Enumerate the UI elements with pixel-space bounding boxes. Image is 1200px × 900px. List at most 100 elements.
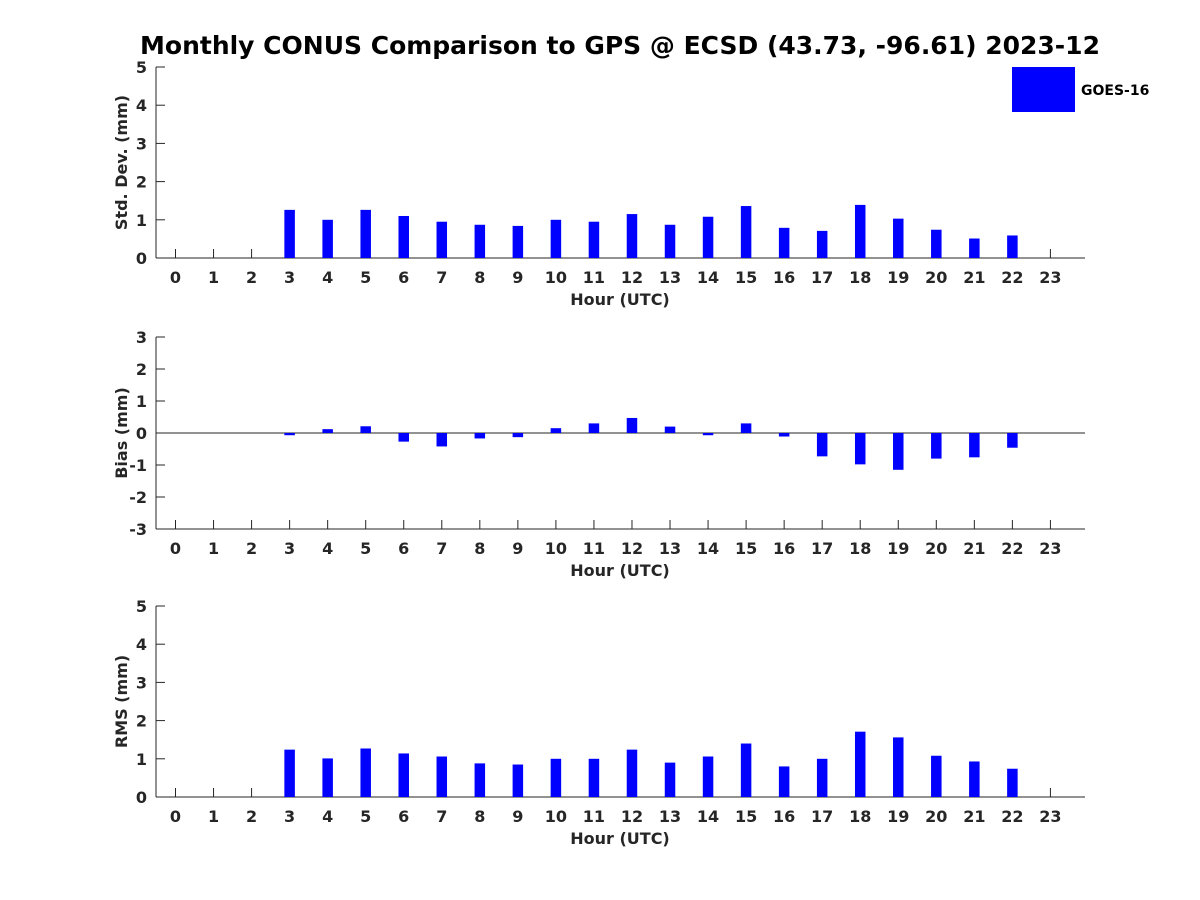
x-tick-label: 9 xyxy=(512,268,523,287)
bar-hour-17 xyxy=(816,230,828,258)
y-axis-label: RMS (mm) xyxy=(112,655,131,748)
x-tick-label: 22 xyxy=(1001,807,1023,826)
bar-hour-22 xyxy=(1007,768,1018,797)
bar-hour-18 xyxy=(854,731,866,797)
x-tick-label: 14 xyxy=(697,807,719,826)
legend-label: GOES-16 xyxy=(1081,83,1149,99)
bar-hour-14 xyxy=(702,756,714,797)
x-tick-label: 14 xyxy=(697,268,719,287)
bar-hour-10 xyxy=(550,219,562,258)
x-tick-label: 4 xyxy=(322,807,333,826)
x-tick-label: 20 xyxy=(925,807,947,826)
x-tick-label: 17 xyxy=(811,807,833,826)
bar-hour-5 xyxy=(360,748,371,797)
bar-hour-4 xyxy=(322,219,333,258)
x-tick-label: 23 xyxy=(1039,539,1061,558)
x-tick-label: 8 xyxy=(474,807,485,826)
bar-hour-7 xyxy=(436,756,448,797)
y-tick-label: 1 xyxy=(136,392,147,411)
y-axis-label: Bias (mm) xyxy=(112,387,131,479)
bar-hour-6 xyxy=(398,753,409,797)
x-tick-label: 22 xyxy=(1001,539,1023,558)
x-tick-label: 0 xyxy=(170,268,181,287)
bar-hour-16 xyxy=(778,433,790,437)
y-axis-label: Std. Dev. (mm) xyxy=(112,95,131,230)
bar-hour-21 xyxy=(969,761,980,797)
x-tick-label: 13 xyxy=(659,268,681,287)
bar-hour-20 xyxy=(931,229,942,258)
x-tick-label: 18 xyxy=(849,807,871,826)
bar-hour-19 xyxy=(893,218,904,258)
x-tick-label: 21 xyxy=(963,539,985,558)
x-tick-label: 1 xyxy=(208,268,219,287)
x-tick-label: 2 xyxy=(246,807,257,826)
x-tick-label: 17 xyxy=(811,539,833,558)
x-tick-label: 17 xyxy=(811,268,833,287)
x-tick-label: 4 xyxy=(322,539,333,558)
x-tick-label: 5 xyxy=(360,539,371,558)
x-tick-label: 9 xyxy=(512,807,523,826)
x-tick-label: 0 xyxy=(170,807,181,826)
x-tick-label: 3 xyxy=(284,268,295,287)
x-tick-label: 19 xyxy=(887,539,909,558)
x-tick-label: 5 xyxy=(360,807,371,826)
x-tick-label: 16 xyxy=(773,807,795,826)
y-tick-label: -1 xyxy=(129,456,147,475)
bar-hour-21 xyxy=(969,433,980,458)
x-tick-label: 8 xyxy=(474,539,485,558)
x-tick-label: 6 xyxy=(398,807,409,826)
bar-hour-16 xyxy=(778,766,790,797)
x-tick-label: 16 xyxy=(773,539,795,558)
bar-hour-18 xyxy=(854,433,866,465)
y-tick-label: 2 xyxy=(136,712,147,731)
x-tick-label: 14 xyxy=(697,539,719,558)
x-tick-label: 11 xyxy=(583,539,605,558)
x-tick-label: 23 xyxy=(1039,268,1061,287)
x-tick-label: 2 xyxy=(246,539,257,558)
bar-hour-12 xyxy=(626,749,638,797)
bar-hour-3 xyxy=(284,433,295,436)
bar-hour-18 xyxy=(854,204,866,258)
x-axis-label: Hour (UTC) xyxy=(570,829,670,848)
x-tick-label: 1 xyxy=(208,539,219,558)
bar-hour-22 xyxy=(1007,433,1018,448)
y-tick-label: -3 xyxy=(129,520,147,539)
y-tick-label: 2 xyxy=(136,173,147,192)
y-tick-label: -2 xyxy=(129,488,147,507)
y-tick-label: 5 xyxy=(136,597,147,616)
y-tick-label: 0 xyxy=(136,424,147,443)
bar-hour-3 xyxy=(284,749,295,797)
bar-hour-19 xyxy=(893,433,904,470)
bar-hour-6 xyxy=(398,215,409,258)
bar-hour-13 xyxy=(664,762,676,797)
y-tick-label: 3 xyxy=(136,328,147,347)
bar-hour-16 xyxy=(778,227,790,258)
bar-hour-15 xyxy=(740,423,752,433)
x-tick-label: 10 xyxy=(545,539,567,558)
x-tick-label: 1 xyxy=(208,807,219,826)
x-tick-label: 6 xyxy=(398,268,409,287)
y-tick-label: 1 xyxy=(136,750,147,769)
x-tick-label: 10 xyxy=(545,807,567,826)
bar-hour-5 xyxy=(360,209,371,258)
x-tick-label: 18 xyxy=(849,539,871,558)
y-tick-label: 0 xyxy=(136,249,147,268)
x-tick-label: 11 xyxy=(583,807,605,826)
bar-hour-9 xyxy=(512,764,524,797)
bar-hour-20 xyxy=(931,433,942,459)
x-tick-label: 2 xyxy=(246,268,257,287)
x-tick-label: 18 xyxy=(849,268,871,287)
bar-hour-19 xyxy=(893,737,904,797)
figure-title: Monthly CONUS Comparison to GPS @ ECSD (… xyxy=(140,31,1100,60)
x-tick-label: 7 xyxy=(436,807,447,826)
x-tick-label: 6 xyxy=(398,539,409,558)
x-tick-label: 12 xyxy=(621,807,643,826)
y-tick-label: 3 xyxy=(136,673,147,692)
bar-hour-17 xyxy=(816,758,828,797)
x-tick-label: 13 xyxy=(659,539,681,558)
